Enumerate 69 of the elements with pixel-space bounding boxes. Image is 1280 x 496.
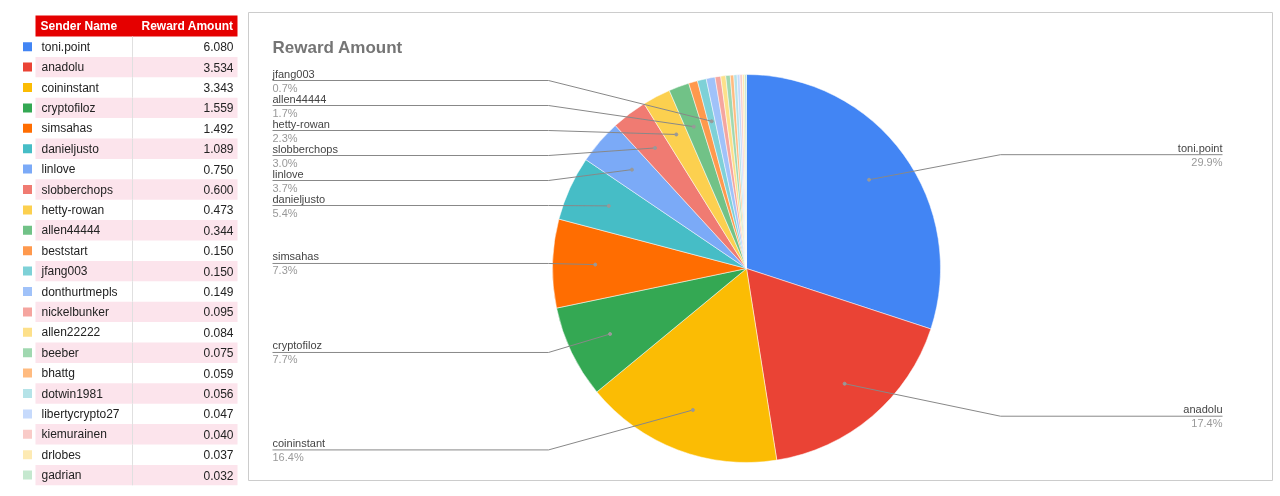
text: 1.7%: [272, 106, 298, 119]
legend-label: toni.point: [41, 39, 91, 54]
data-label: 0.095: [203, 305, 234, 320]
slice-label: slobberchops: [272, 142, 339, 155]
legend-label: bhattg: [41, 366, 75, 381]
data-label: 0.149: [203, 285, 234, 299]
legend-label: nickelbunker: [41, 304, 109, 319]
data-label: 0.150: [203, 264, 234, 279]
legend-label: coininstant: [41, 80, 100, 95]
data-label: 0.600: [203, 183, 234, 197]
text: 7.7%: [272, 353, 298, 366]
data-label: 0.040: [203, 427, 234, 442]
slice-label: coininstant: [272, 436, 326, 449]
data-label: 6.080: [203, 40, 234, 55]
legend-label: kiemurainen: [41, 427, 107, 442]
data-label: 3.343: [203, 81, 234, 95]
data-label: 1.089: [203, 142, 234, 157]
legend-label: beststart: [41, 243, 89, 258]
legend-label: simsahas: [41, 121, 93, 136]
legend-label: jfang003: [40, 264, 88, 279]
text: 3.0%: [272, 156, 298, 169]
slice-label: danieljusto: [272, 192, 326, 205]
slice-label: simsahas: [272, 250, 320, 263]
data-label: 0.037: [203, 448, 234, 463]
data-label: 0.047: [203, 407, 234, 422]
legend-label: beeber: [41, 345, 79, 360]
legend-label: allen22222: [41, 325, 101, 340]
data-label: 1.492: [203, 121, 234, 136]
data-label: 0.032: [203, 468, 234, 483]
text: Reward Amount: [141, 19, 234, 33]
legend-label: danieljusto: [41, 141, 100, 156]
slice-label: cryptofiloz: [272, 339, 323, 352]
data-label: 1.559: [203, 101, 234, 116]
text: 29.9%: [1191, 155, 1223, 168]
legend-label: anadolu: [41, 60, 85, 75]
slice-label: linlove: [272, 167, 304, 180]
slice-label: jfang003: [271, 67, 315, 80]
slice-label: anadolu: [1183, 403, 1223, 416]
legend-label: dotwin1981: [41, 386, 104, 401]
text: 16.4%: [272, 450, 304, 463]
slice-label: toni.point: [1177, 141, 1223, 154]
text: 5.4%: [272, 206, 298, 219]
text: 0.7%: [272, 81, 298, 94]
data-label: 0.059: [203, 366, 234, 381]
data-label: 0.344: [203, 223, 234, 238]
legend-label: gadrian: [41, 468, 82, 483]
legend-label: linlove: [41, 162, 76, 177]
legend-label: allen44444: [41, 223, 101, 238]
slice-label: hetty-rowan: [272, 117, 330, 130]
text: 7.3%: [272, 264, 298, 277]
data-label: 0.473: [203, 203, 234, 218]
legend-label: libertycrypto27: [41, 406, 120, 421]
data-label: 0.750: [203, 162, 234, 177]
data-label: 0.084: [203, 325, 234, 340]
data-label: 0.075: [203, 346, 234, 361]
text: 17.4%: [1191, 417, 1223, 430]
slice-label: allen44444: [272, 92, 327, 105]
data-label: 3.534: [203, 60, 234, 75]
legend-label: drlobes: [41, 447, 81, 462]
legend-label: hetty-rowan: [41, 202, 105, 217]
data-label: 0.150: [203, 244, 234, 259]
text: Sender Name: [40, 19, 118, 33]
chart-title: Reward Amount: [272, 38, 403, 57]
legend-label: slobberchops: [41, 182, 113, 197]
legend-label: donthurtmepls: [41, 284, 118, 299]
text: 2.3%: [272, 131, 298, 144]
data-label: 0.056: [203, 387, 234, 401]
legend-label: cryptofiloz: [41, 100, 96, 115]
text: 3.7%: [272, 181, 298, 194]
